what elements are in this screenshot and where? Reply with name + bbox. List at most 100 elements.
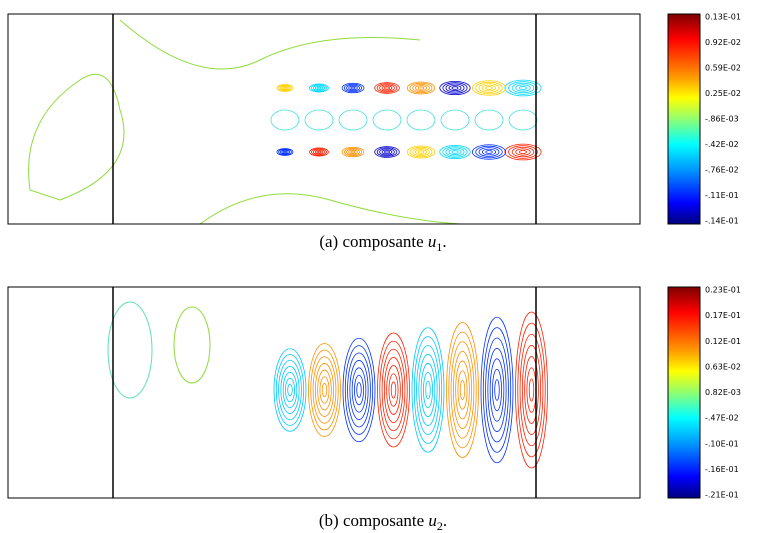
contour bbox=[372, 109, 402, 131]
contour bbox=[281, 150, 289, 154]
contour bbox=[276, 148, 294, 156]
contour bbox=[406, 109, 436, 131]
contour bbox=[475, 145, 503, 159]
contour bbox=[515, 84, 531, 92]
contour bbox=[119, 19, 461, 225]
contour bbox=[346, 84, 360, 92]
contour bbox=[309, 147, 329, 157]
contour bbox=[528, 378, 535, 402]
contour bbox=[354, 374, 364, 406]
contour bbox=[450, 341, 475, 439]
contour bbox=[485, 337, 509, 443]
contour bbox=[279, 149, 291, 155]
contour bbox=[508, 81, 538, 95]
colorbar-label: -.11E-01 bbox=[705, 191, 739, 200]
colorbar-label: -.76E-02 bbox=[705, 166, 739, 175]
contour bbox=[348, 149, 358, 155]
caption-label: (a) bbox=[319, 232, 338, 251]
contour bbox=[445, 147, 465, 157]
contour bbox=[287, 383, 293, 397]
caption-symbol: u bbox=[428, 232, 437, 251]
contour bbox=[342, 337, 376, 443]
contour bbox=[521, 345, 542, 435]
contour bbox=[278, 360, 302, 420]
caption-index: 1 bbox=[436, 240, 442, 254]
caption-word: composante bbox=[342, 232, 423, 251]
contour bbox=[381, 348, 406, 432]
contour bbox=[485, 150, 493, 154]
contour bbox=[383, 357, 404, 423]
contour bbox=[338, 109, 368, 131]
caption-label: (b) bbox=[319, 511, 339, 530]
contour bbox=[478, 147, 500, 157]
contour bbox=[417, 150, 425, 154]
contour bbox=[374, 146, 400, 158]
contour bbox=[384, 86, 390, 90]
contour bbox=[316, 150, 322, 154]
contour bbox=[494, 379, 500, 401]
contour bbox=[381, 85, 393, 91]
contour bbox=[518, 150, 528, 154]
contour bbox=[343, 147, 363, 157]
colorbar-label: -.16E-01 bbox=[705, 465, 739, 474]
contour bbox=[386, 365, 401, 415]
colorbar-label: -.14E-01 bbox=[705, 217, 739, 226]
contour bbox=[351, 367, 367, 413]
contour bbox=[28, 73, 125, 201]
colorbar-label: 0.82E-03 bbox=[705, 388, 741, 397]
contour bbox=[348, 85, 358, 91]
contour bbox=[415, 85, 427, 91]
colorbar-label: 0.59E-02 bbox=[705, 64, 741, 73]
colorbar-label: 0.25E-02 bbox=[705, 89, 741, 98]
contour bbox=[406, 145, 436, 159]
contour bbox=[376, 83, 398, 93]
contour bbox=[346, 148, 360, 156]
colorbar bbox=[667, 286, 701, 499]
caption-punct: . bbox=[442, 232, 446, 251]
caption: (a) composante u1. bbox=[319, 232, 446, 254]
contour bbox=[311, 148, 327, 156]
contour bbox=[418, 354, 438, 426]
contour bbox=[487, 348, 507, 432]
contour-panel: (a) composante u1. bbox=[7, 13, 701, 254]
contour bbox=[374, 82, 400, 94]
contour bbox=[518, 86, 528, 90]
contour bbox=[406, 81, 436, 95]
contour bbox=[270, 109, 300, 131]
contour bbox=[412, 147, 430, 157]
contour bbox=[282, 150, 287, 154]
contour bbox=[471, 144, 507, 160]
contour-panel: (b) composante u2. bbox=[7, 286, 701, 533]
contour bbox=[508, 109, 538, 131]
contour bbox=[350, 150, 356, 154]
contour bbox=[390, 381, 397, 399]
contour bbox=[282, 371, 298, 409]
contour bbox=[475, 81, 503, 95]
contour bbox=[417, 86, 425, 90]
contour bbox=[439, 144, 471, 160]
contour bbox=[440, 109, 470, 131]
contour bbox=[442, 82, 468, 94]
contour bbox=[478, 83, 500, 93]
contour bbox=[379, 84, 395, 92]
contour bbox=[379, 148, 395, 156]
colorbar-label: -.47E-02 bbox=[705, 414, 739, 423]
contour bbox=[452, 351, 473, 429]
contour bbox=[415, 149, 427, 155]
contour bbox=[319, 376, 330, 404]
contour bbox=[455, 360, 470, 420]
contour bbox=[508, 145, 538, 159]
contour bbox=[316, 86, 322, 90]
caption-punct: . bbox=[443, 511, 447, 530]
contour bbox=[341, 146, 365, 158]
contour bbox=[423, 371, 433, 409]
contour bbox=[459, 379, 466, 401]
contour bbox=[377, 332, 410, 448]
contour bbox=[413, 336, 443, 444]
contour bbox=[474, 109, 504, 131]
contour bbox=[310, 349, 339, 431]
contour bbox=[504, 79, 542, 97]
caption: (b) composante u2. bbox=[319, 511, 447, 533]
colorbar-label: 0.92E-02 bbox=[705, 38, 741, 47]
colorbar bbox=[667, 13, 701, 225]
